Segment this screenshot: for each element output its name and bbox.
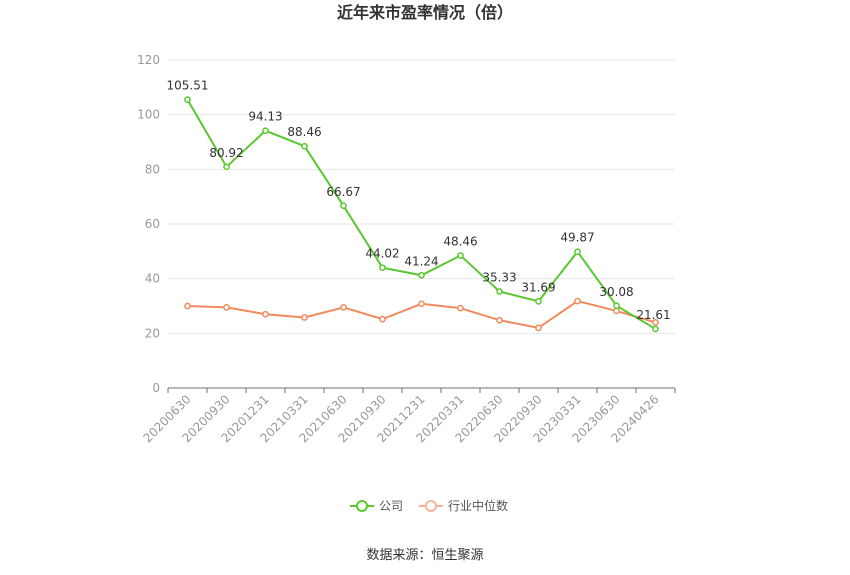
data-point[interactable] <box>184 302 191 310</box>
data-point[interactable] <box>223 163 230 171</box>
x-axis: 2020063020200930202012312021033120210630… <box>141 387 676 445</box>
data-point[interactable] <box>535 324 542 332</box>
y-tick-label: 20 <box>145 326 160 340</box>
data-point[interactable] <box>613 302 620 310</box>
y-tick-label: 80 <box>145 162 160 176</box>
y-axis: 0 20 40 60 80 100 120 <box>137 53 160 395</box>
data-point[interactable] <box>535 298 542 305</box>
data-point[interactable] <box>457 252 464 259</box>
data-label: 21.61 <box>636 308 670 322</box>
data-point[interactable] <box>301 142 308 150</box>
legend-item-行业中位数[interactable]: 行业中位数 <box>419 498 508 513</box>
grid <box>168 59 675 334</box>
legend-marker-icon <box>425 500 437 512</box>
legend-label: 公司 <box>379 499 403 513</box>
data-point[interactable] <box>574 248 581 256</box>
data-label: 41.24 <box>404 254 438 268</box>
data-point[interactable] <box>574 297 581 305</box>
data-point[interactable] <box>457 304 464 312</box>
data-point[interactable] <box>652 319 659 326</box>
data-point[interactable] <box>652 325 659 333</box>
data-label: 49.87 <box>560 231 594 245</box>
data-label: 88.46 <box>287 125 321 139</box>
data-label: 80.92 <box>209 146 243 160</box>
legend[interactable]: 公司 行业中位数 <box>350 498 508 513</box>
y-tick-label: 40 <box>145 272 160 286</box>
data-label: 94.13 <box>248 110 282 124</box>
data-point[interactable] <box>418 271 425 279</box>
y-tick-label: 120 <box>137 53 160 67</box>
data-point[interactable] <box>262 310 269 318</box>
data-label: 48.46 <box>443 235 477 249</box>
data-point[interactable] <box>379 264 386 272</box>
data-point[interactable] <box>301 314 308 321</box>
chart-title: 近年来市盈率情况（倍） <box>337 3 513 22</box>
data-point[interactable] <box>379 315 386 323</box>
legend-marker-icon <box>356 500 368 512</box>
data-label: 66.67 <box>326 185 360 199</box>
data-point[interactable] <box>223 304 230 311</box>
data-label: 105.51 <box>167 79 209 93</box>
y-tick-label: 60 <box>145 217 160 231</box>
data-label: 44.02 <box>365 247 399 261</box>
data-point[interactable] <box>340 202 347 210</box>
y-tick-label: 100 <box>137 108 160 122</box>
legend-item-公司[interactable]: 公司 <box>350 499 403 513</box>
data-point[interactable] <box>418 300 425 308</box>
data-label: 31.69 <box>521 280 555 294</box>
data-label: 35.33 <box>482 270 516 284</box>
data-point[interactable] <box>496 288 503 295</box>
source-note: 数据来源：恒生聚源 <box>366 548 483 563</box>
data-point[interactable] <box>496 316 503 324</box>
data-point[interactable] <box>184 96 191 103</box>
legend-label: 行业中位数 <box>448 498 508 513</box>
y-tick-label: 0 <box>152 381 160 395</box>
data-point[interactable] <box>262 127 269 135</box>
data-point[interactable] <box>340 304 347 311</box>
series-layer: 105.51 80.92 94.13 88.46 66.67 44.02 41.24 48.4… <box>167 79 671 333</box>
series-line <box>186 99 657 330</box>
series-行业中位数 <box>184 297 659 332</box>
series-公司: 105.51 80.92 94.13 88.46 66.67 44.02 41.24 48.4… <box>167 79 671 333</box>
data-label: 30.08 <box>599 285 633 299</box>
